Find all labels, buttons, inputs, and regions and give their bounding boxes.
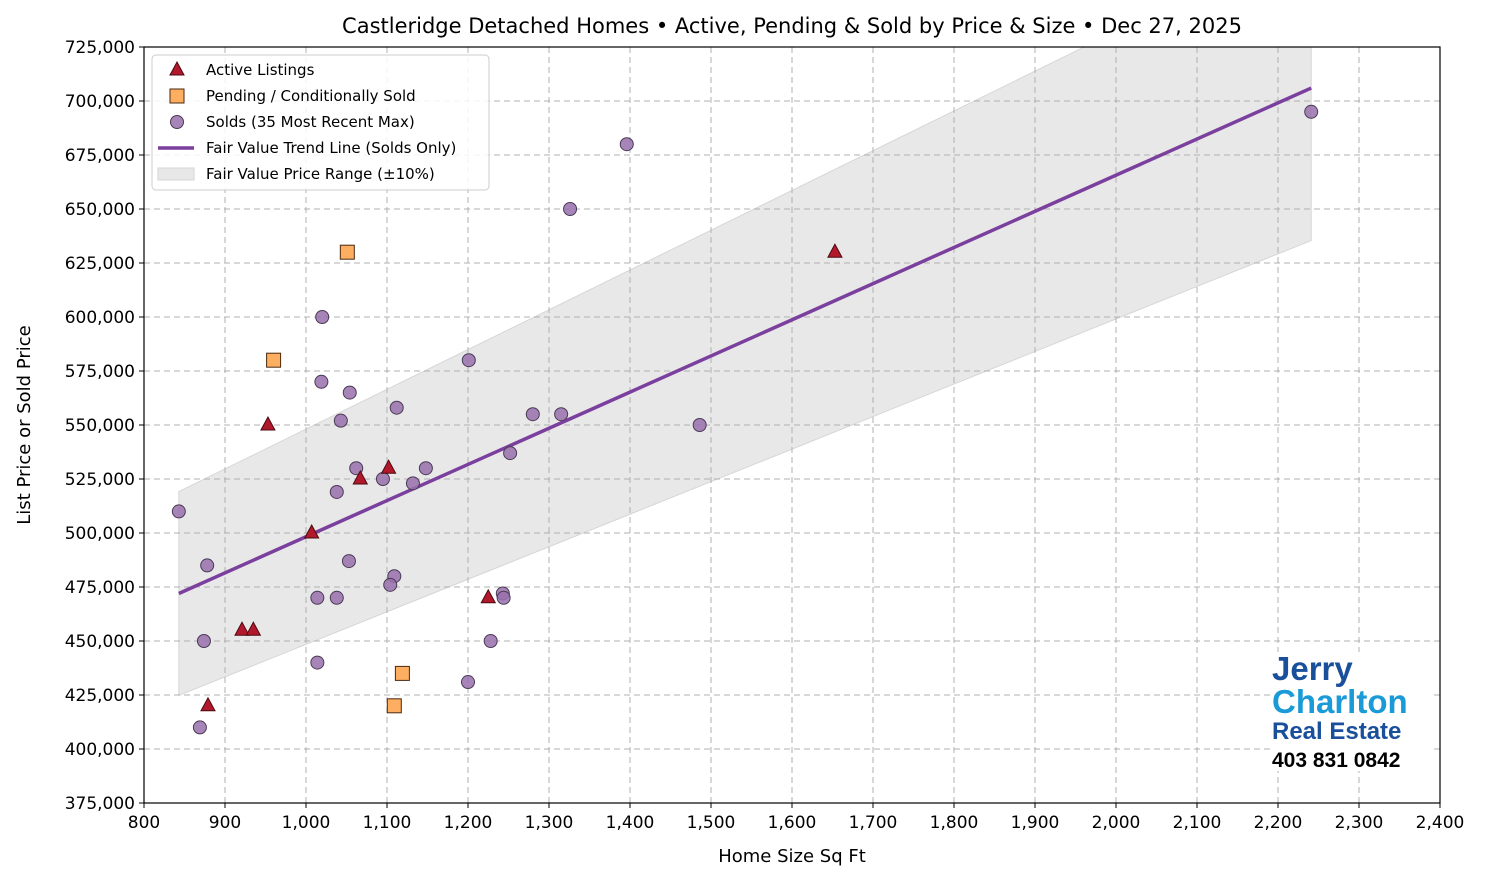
legend-item-4: Fair Value Price Range (±10%)	[206, 165, 435, 183]
x-tick-label: 1,800	[930, 813, 979, 833]
active-point	[200, 696, 216, 712]
pending-point	[339, 244, 355, 260]
y-tick-label: 400,000	[65, 740, 135, 760]
brand-logo: Jerry Charlton Real Estate 403 831 0842	[1272, 652, 1432, 771]
x-tick-label: 800	[128, 813, 160, 833]
y-tick-label: 600,000	[65, 308, 135, 328]
sold-point	[196, 634, 211, 648]
active-point	[234, 621, 250, 636]
legend: Active Listings Pending / Conditionally S…	[151, 54, 490, 191]
x-tick-label: 2,300	[1335, 813, 1384, 833]
legend-marker	[170, 115, 184, 129]
chart-title: Castleridge Detached Homes • Active, Pen…	[342, 14, 1242, 38]
y-tick-label: 700,000	[65, 92, 135, 112]
active-point	[245, 621, 262, 636]
active-point	[380, 459, 397, 474]
y-tick-label: 525,000	[65, 470, 135, 490]
pending-point	[386, 698, 402, 714]
legend-band-swatch	[157, 167, 195, 181]
pending-point	[266, 352, 282, 368]
sold-point	[200, 558, 215, 573]
y-tick-label: 550,000	[65, 416, 135, 436]
legend-item-1: Pending / Conditionally Sold	[206, 87, 416, 105]
sold-point	[483, 634, 498, 648]
y-tick-label: 425,000	[65, 686, 135, 706]
sold-point	[171, 504, 186, 519]
sold-point	[192, 720, 207, 735]
sold-point	[525, 407, 540, 422]
y-tick-label: 450,000	[65, 632, 135, 652]
x-tick-label: 1,200	[444, 813, 493, 833]
active-point	[480, 588, 497, 604]
y-tick-label: 625,000	[65, 254, 135, 274]
sold-point	[619, 137, 634, 152]
y-tick-label: 650,000	[65, 200, 135, 220]
sold-point	[383, 577, 398, 592]
sold-point	[389, 400, 404, 415]
sold-point	[461, 353, 476, 368]
sold-point	[310, 655, 325, 670]
y-tick-label: 725,000	[65, 38, 135, 58]
y-tick-label: 500,000	[65, 524, 135, 544]
sold-point	[503, 446, 518, 461]
sold-point	[341, 554, 356, 569]
y-tick-label: 675,000	[65, 146, 135, 166]
x-tick-label: 1,300	[525, 813, 574, 833]
sold-point	[310, 590, 325, 605]
y-tick-label: 575,000	[65, 362, 135, 382]
sold-point	[329, 590, 344, 605]
plot-frame	[143, 46, 1441, 804]
sold-point	[375, 472, 390, 486]
x-tick-label: 1,000	[282, 813, 331, 833]
x-tick-label: 2,100	[1173, 813, 1222, 833]
legend-box	[151, 54, 490, 191]
logo-phone: 403 831 0842	[1272, 749, 1401, 772]
sold-point	[329, 484, 344, 499]
legend-marker	[169, 60, 185, 76]
x-tick-label: 2,000	[1092, 813, 1141, 833]
fair-value-trend-line	[178, 86, 1312, 596]
sold-point	[461, 675, 475, 690]
sold-point	[496, 590, 511, 605]
x-tick-label: 1,700	[849, 813, 898, 833]
y-axis-label: List Price or Sold Price	[14, 325, 35, 524]
sold-point	[333, 413, 348, 428]
sold-point	[314, 374, 329, 389]
sold-point	[315, 310, 330, 324]
logo-line3: Real Estate	[1272, 718, 1402, 745]
x-tick-label: 1,100	[363, 813, 412, 833]
sold-point	[563, 202, 578, 216]
active-point	[260, 415, 276, 431]
x-tick-label: 1,900	[1011, 813, 1060, 833]
sold-point	[554, 407, 569, 422]
sold-point	[1304, 104, 1319, 119]
x-tick-label: 1,400	[606, 813, 655, 833]
x-tick-label: 1,600	[768, 813, 817, 833]
sold-point	[692, 418, 707, 432]
x-tick-label: 900	[209, 813, 241, 833]
x-axis-label: Home Size Sq Ft	[718, 846, 866, 867]
legend-item-0: Active Listings	[206, 61, 315, 79]
pending-point	[394, 665, 410, 681]
y-tick-label: 375,000	[65, 794, 135, 814]
x-tick-label: 2,400	[1416, 813, 1465, 833]
y-tick-label: 475,000	[65, 578, 135, 598]
legend-marker	[169, 88, 185, 104]
sold-point	[418, 461, 433, 476]
legend-item-3: Fair Value Trend Line (Solds Only)	[206, 139, 456, 157]
legend-item-2: Solds (35 Most Recent Max)	[206, 113, 415, 131]
x-tick-label: 2,200	[1254, 813, 1303, 833]
sold-point	[342, 385, 357, 400]
sold-point	[405, 476, 420, 491]
active-point	[827, 243, 843, 258]
logo-line1: Jerry	[1272, 650, 1353, 687]
x-tick-label: 1,500	[687, 813, 736, 833]
active-point	[352, 469, 369, 485]
logo-line2: Charlton	[1272, 683, 1408, 720]
active-point	[303, 523, 320, 539]
